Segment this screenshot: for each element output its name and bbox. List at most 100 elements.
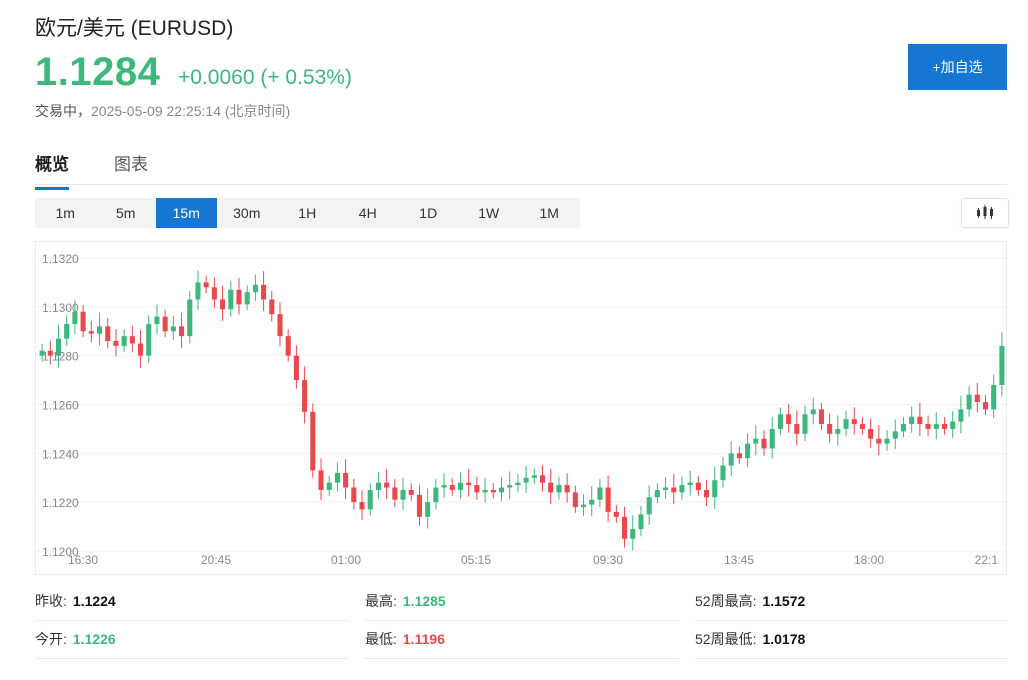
period-selector: 1m 5m 15m 30m 1H 4H 1D 1W 1M xyxy=(35,198,580,228)
candle-body xyxy=(909,416,915,425)
tab-chart[interactable]: 图表 xyxy=(114,155,148,174)
candle-body xyxy=(687,482,693,486)
candle-body xyxy=(679,485,685,493)
candle-up xyxy=(646,485,652,525)
candle-body xyxy=(64,323,70,339)
candle-body xyxy=(72,311,78,324)
candle-up xyxy=(228,281,234,317)
candle-up xyxy=(170,316,176,341)
candle-body xyxy=(121,336,127,346)
x-tick-label: 22:1 xyxy=(975,553,999,567)
candle-up xyxy=(252,274,258,301)
candle-up xyxy=(556,476,562,500)
chart-type-button[interactable] xyxy=(961,198,1009,228)
candle-down xyxy=(416,484,423,526)
candle-body xyxy=(146,323,152,356)
candle-up xyxy=(441,473,447,498)
candle-body xyxy=(884,438,890,444)
candle-down xyxy=(105,317,111,349)
candle-down xyxy=(786,404,792,433)
x-tick-label: 13:45 xyxy=(724,553,754,567)
candle-body xyxy=(195,282,201,300)
candle-down xyxy=(539,465,546,492)
candle-down xyxy=(351,478,357,510)
candle-body xyxy=(408,489,414,495)
candle-body xyxy=(835,428,841,434)
stat-prev-close: 昨收: 1.1224 xyxy=(35,583,349,621)
candle-down xyxy=(736,446,742,465)
candle-body xyxy=(868,428,874,439)
candle-body xyxy=(564,485,570,493)
y-tick-label: 1.1240 xyxy=(42,447,79,461)
candle-body xyxy=(876,438,882,444)
period-1h[interactable]: 1H xyxy=(298,205,317,221)
main-tabs: 概览 图表 xyxy=(35,146,1007,190)
candle-up xyxy=(769,416,775,459)
period-1mo[interactable]: 1M xyxy=(539,205,559,221)
x-tick-label: 09:30 xyxy=(593,553,623,567)
candle-body xyxy=(761,438,767,449)
stat-label: 52周最高: xyxy=(695,593,757,609)
add-to-watchlist-button[interactable]: +加自选 xyxy=(908,44,1007,90)
candle-down xyxy=(293,345,299,389)
candle-body xyxy=(269,299,275,315)
candle-up xyxy=(900,417,907,438)
candle-body xyxy=(482,489,488,493)
candle-body xyxy=(859,424,865,429)
tab-overview[interactable]: 概览 xyxy=(35,150,69,190)
candle-body xyxy=(302,380,308,412)
candle-body xyxy=(416,494,423,517)
candles xyxy=(39,270,1005,551)
period-4h[interactable]: 4H xyxy=(358,205,377,221)
candle-down xyxy=(179,312,185,348)
candle-body xyxy=(507,485,513,488)
candle-up xyxy=(39,343,45,362)
candle-body xyxy=(671,487,677,493)
candle-down xyxy=(917,403,923,436)
candle-down xyxy=(548,468,554,505)
candle-up xyxy=(720,456,726,488)
stat-label: 昨收: xyxy=(35,593,67,609)
stat-high: 最高: 1.1285 xyxy=(365,583,679,621)
stat-value: 1.1224 xyxy=(72,593,116,609)
candle-body xyxy=(252,284,258,293)
stat-label: 今开: xyxy=(35,631,67,647)
candle-body xyxy=(367,489,373,510)
stat-label: 最低: xyxy=(365,631,397,647)
stat-low: 最低: 1.1196 xyxy=(365,621,679,659)
candle-down xyxy=(285,329,291,362)
x-tick-label: 20:45 xyxy=(201,553,231,567)
candle-down xyxy=(859,417,865,435)
candle-up xyxy=(425,488,431,529)
period-1d[interactable]: 1D xyxy=(419,205,438,221)
y-tick-label: 1.1200 xyxy=(42,545,79,559)
candle-body xyxy=(843,419,849,429)
candle-body xyxy=(211,287,217,300)
period-1m[interactable]: 1m xyxy=(55,205,75,221)
candle-body xyxy=(900,424,907,432)
price-chart[interactable]: 1.1200 1.1220 1.1240 1.1260 1.1280 1.1300 1.13… xyxy=(35,241,1007,575)
candle-down xyxy=(113,329,119,357)
stat-open: 今开: 1.1226 xyxy=(35,621,349,659)
candle-up xyxy=(498,477,505,502)
period-5m[interactable]: 5m xyxy=(116,205,136,221)
candle-up xyxy=(515,474,521,493)
candle-body xyxy=(105,326,111,342)
candle-up xyxy=(187,290,193,344)
candlestick-icon xyxy=(977,205,993,219)
candle-down xyxy=(211,277,217,309)
candle-down xyxy=(827,413,833,443)
period-15m[interactable]: 15m xyxy=(156,198,217,228)
candle-up xyxy=(777,407,783,435)
candle-body xyxy=(572,492,578,508)
stat-value: 1.1572 xyxy=(762,593,806,609)
candle-body xyxy=(950,421,956,429)
candle-down xyxy=(868,418,874,448)
candle-body xyxy=(958,409,964,422)
stat-value: 1.1226 xyxy=(72,631,116,647)
candle-body xyxy=(515,482,521,486)
candle-up xyxy=(433,478,439,510)
period-1w[interactable]: 1W xyxy=(478,205,500,221)
candle-body xyxy=(695,482,701,490)
period-30m[interactable]: 30m xyxy=(233,205,261,221)
